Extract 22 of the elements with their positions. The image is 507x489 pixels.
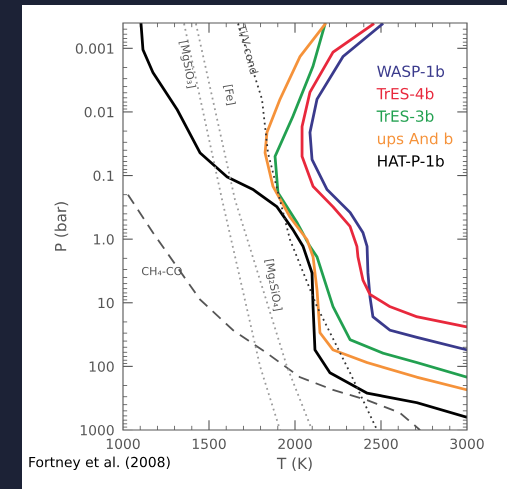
text: TrES-4b	[376, 88, 434, 100]
y-axis-title: P (bar)	[54, 202, 68, 251]
text: HAT-P-1b	[378, 154, 444, 167]
y-tick-label: 1000	[80, 424, 114, 436]
y-tick-label: 10	[98, 298, 114, 308]
x-tick-label: 2500	[364, 438, 398, 450]
x-tick-label: 1000	[106, 438, 140, 450]
x-tick-label: 2000	[278, 438, 312, 450]
y-tick-label: 100	[90, 361, 114, 372]
annotation: [MgSiO₃]	[178, 40, 196, 88]
series-label: WASP-1b	[377, 65, 444, 78]
text: TrES-3b	[376, 110, 434, 122]
text: ups And b	[378, 132, 452, 148]
x-axis-title: T (K)	[276, 457, 312, 471]
y-tick-label: 0.1	[93, 170, 114, 182]
y-tick-label: 0.01	[84, 106, 114, 118]
x-tick-label: 3000	[450, 438, 484, 450]
y-tick-label: 1.0	[94, 234, 114, 245]
x-tick-label: 1500	[192, 438, 226, 450]
annotation: [Fe]	[222, 84, 236, 106]
text: Fortney et al. (2008)	[29, 456, 170, 470]
y-tick-label: 0.001	[76, 43, 114, 54]
